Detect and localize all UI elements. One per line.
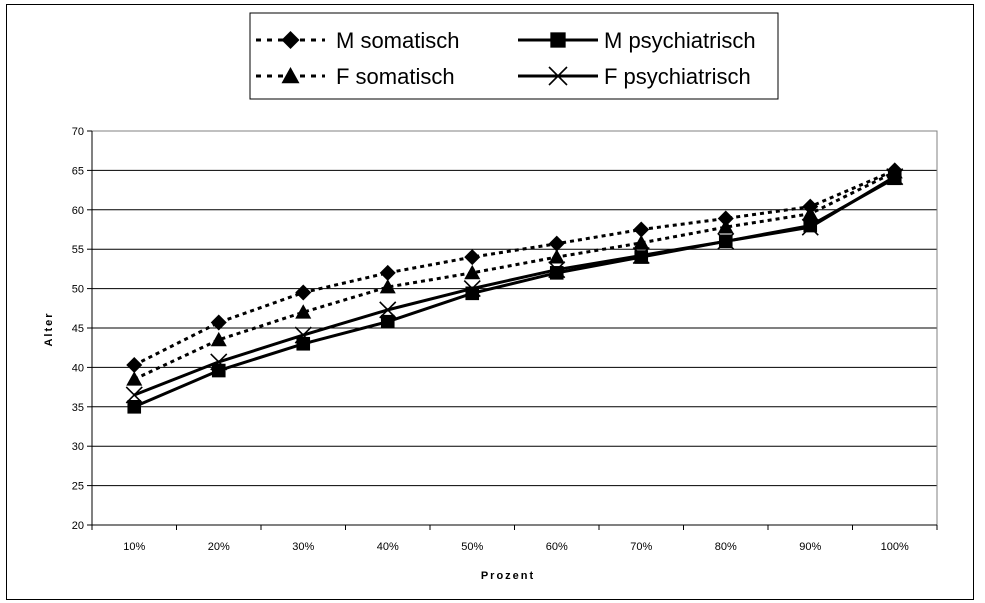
- legend-label: F psychiatrisch: [604, 64, 751, 89]
- series-layer: [125, 162, 904, 414]
- data-point-f-somatisch: [633, 234, 650, 250]
- data-point-f-somatisch: [379, 279, 396, 294]
- data-point-f-psychiatrisch: [632, 246, 650, 265]
- series-m-psychiatrisch: [127, 171, 902, 414]
- legend-marker: [281, 67, 300, 84]
- legend-marker: [548, 66, 568, 86]
- data-point-m-somatisch: [210, 314, 227, 331]
- x-tick-label: 40%: [377, 541, 399, 553]
- y-tick-label: 50: [72, 284, 84, 296]
- y-tick-label: 30: [72, 441, 84, 453]
- series-line-f-somatisch: [133, 170, 896, 381]
- legend-item-m-somatisch: M somatisch: [256, 28, 459, 53]
- y-tick-label: 55: [72, 244, 84, 256]
- data-point-f-somatisch: [886, 163, 903, 179]
- data-point-m-somatisch: [295, 284, 312, 301]
- data-point-m-psychiatrisch: [380, 314, 395, 329]
- data-point-f-psychiatrisch: [548, 261, 566, 279]
- series-line-m-psychiatrisch: [133, 176, 896, 409]
- data-point-f-psychiatrisch: [125, 386, 143, 404]
- data-point-m-somatisch: [126, 357, 143, 374]
- data-point-m-psychiatrisch: [211, 363, 226, 378]
- y-tick-label: 35: [72, 402, 84, 414]
- legend-label: M somatisch: [336, 28, 459, 53]
- x-tick-label: 10%: [123, 541, 145, 553]
- data-point-m-somatisch: [379, 264, 396, 281]
- data-point-m-somatisch: [717, 210, 734, 227]
- legend-item-f-somatisch: F somatisch: [256, 64, 455, 89]
- data-point-f-psychiatrisch: [463, 280, 481, 298]
- data-point-m-psychiatrisch: [296, 336, 311, 351]
- data-point-f-somatisch: [717, 219, 734, 234]
- y-tick-label: 20: [72, 520, 84, 532]
- x-tick-label: 90%: [799, 541, 821, 553]
- x-tick-label: 60%: [546, 541, 568, 553]
- legend: M somatisch M psychiatrisch F somatisch F p…: [249, 12, 779, 100]
- x-tick-label: 100%: [881, 541, 909, 553]
- series-line-m-somatisch: [133, 169, 896, 367]
- y-tick-label: 65: [72, 165, 84, 177]
- data-point-f-somatisch: [802, 205, 819, 221]
- gridlines: [92, 130, 937, 487]
- x-tick-label: 20%: [208, 541, 230, 553]
- series-line-f-psychiatrisch: [133, 175, 896, 397]
- data-point-m-psychiatrisch: [127, 400, 142, 414]
- legend-item-m-psychiatrisch: M psychiatrisch: [518, 28, 756, 53]
- series-f-somatisch: [126, 163, 903, 386]
- series-m-somatisch: [126, 162, 903, 374]
- data-point-f-psychiatrisch: [210, 353, 228, 371]
- data-point-m-somatisch: [633, 221, 650, 238]
- y-axis: 20 25 30 35 40 45 50 55 60 65 70: [72, 126, 93, 532]
- y-tick-label: 45: [72, 323, 84, 335]
- data-point-f-somatisch: [464, 264, 481, 280]
- x-tick-label: 30%: [292, 541, 314, 553]
- legend-item-f-psychiatrisch: F psychiatrisch: [518, 64, 751, 89]
- data-point-f-psychiatrisch: [801, 218, 819, 236]
- data-point-f-psychiatrisch: [379, 301, 397, 319]
- legend-marker: [550, 32, 566, 48]
- data-point-f-somatisch: [126, 371, 143, 386]
- data-point-m-somatisch: [548, 235, 565, 252]
- legend-label: M psychiatrisch: [604, 28, 756, 53]
- y-axis-title: Alter: [43, 311, 55, 346]
- data-point-f-psychiatrisch: [717, 232, 735, 250]
- chart-frame: [6, 4, 974, 600]
- x-axis: 10% 20% 30% 40% 50% 60% 70% 80% 90% 100%: [91, 524, 938, 553]
- data-point-f-somatisch: [295, 304, 312, 319]
- legend-label: F somatisch: [336, 64, 455, 89]
- y-tick-label: 40: [72, 362, 84, 374]
- x-tick-label: 70%: [630, 541, 652, 553]
- x-axis-title: Prozent: [481, 570, 535, 582]
- data-point-f-somatisch: [210, 331, 227, 347]
- y-tick-label: 25: [72, 481, 84, 493]
- y-tick-label: 70: [72, 126, 84, 138]
- legend-marker: [281, 31, 300, 49]
- data-point-f-psychiatrisch: [294, 326, 312, 344]
- x-tick-label: 50%: [461, 541, 483, 553]
- series-f-psychiatrisch: [125, 168, 904, 404]
- data-point-f-somatisch: [548, 249, 565, 264]
- data-point-f-psychiatrisch: [886, 168, 904, 186]
- data-point-m-somatisch: [464, 249, 481, 266]
- x-tick-label: 80%: [715, 541, 737, 553]
- y-tick-label: 60: [72, 205, 84, 217]
- legend-box: [249, 12, 779, 100]
